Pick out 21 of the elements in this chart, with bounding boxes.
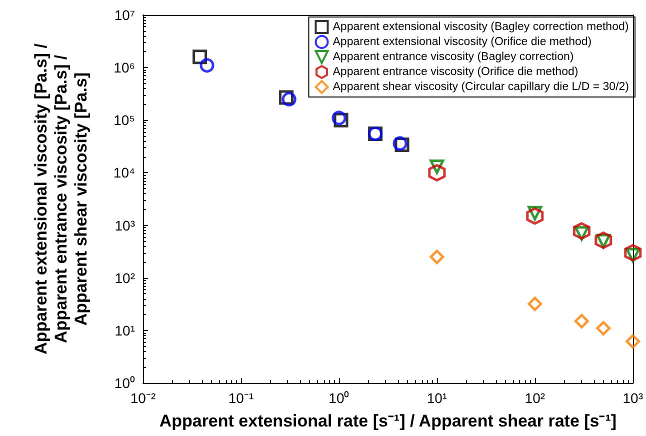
legend-label: Apparent entrance viscosity (Orifice die method) <box>332 66 578 78</box>
y-tick-label: 10⁵ <box>114 112 135 128</box>
x-tick-label: 10⁻² <box>130 390 156 406</box>
x-tick-label: 10⁰ <box>328 390 350 406</box>
legend-label: Apparent extensional viscosity (Bagley correction method) <box>332 21 629 33</box>
y-tick-label: 10² <box>114 270 136 286</box>
y-tick-label: 10³ <box>114 217 136 234</box>
y-tick-label: 10¹ <box>114 322 136 338</box>
y-tick-label: 10⁰ <box>114 375 135 391</box>
y-axis-title: Apparent extensional viscosity [Pa.s] / Apparent entrance viscosity [Pa.s] / Apparent shear viscosity [Pa.s] <box>32 43 90 354</box>
y-tick-label: 10⁷ <box>114 7 135 23</box>
y-tick-label: 10⁴ <box>113 164 135 181</box>
x-axis-title: Apparent extensional rate [s⁻¹] / Apparent shear rate [s⁻¹] <box>159 412 617 430</box>
legend-label: Apparent extensional viscosity (Orifice die method) <box>332 36 592 48</box>
legend-label: Apparent shear viscosity (Circular capillary die L/D = 30/2) <box>332 81 630 93</box>
x-tick-label: 10⁻¹ <box>228 390 254 406</box>
y-tick-label: 10⁶ <box>114 60 135 76</box>
x-tick-label: 10³ <box>622 390 644 406</box>
x-tick-label: 10² <box>524 390 546 406</box>
x-tick-label: 10¹ <box>426 390 448 406</box>
legend-label: Apparent entrance viscosity (Bagley correction) <box>332 51 574 63</box>
